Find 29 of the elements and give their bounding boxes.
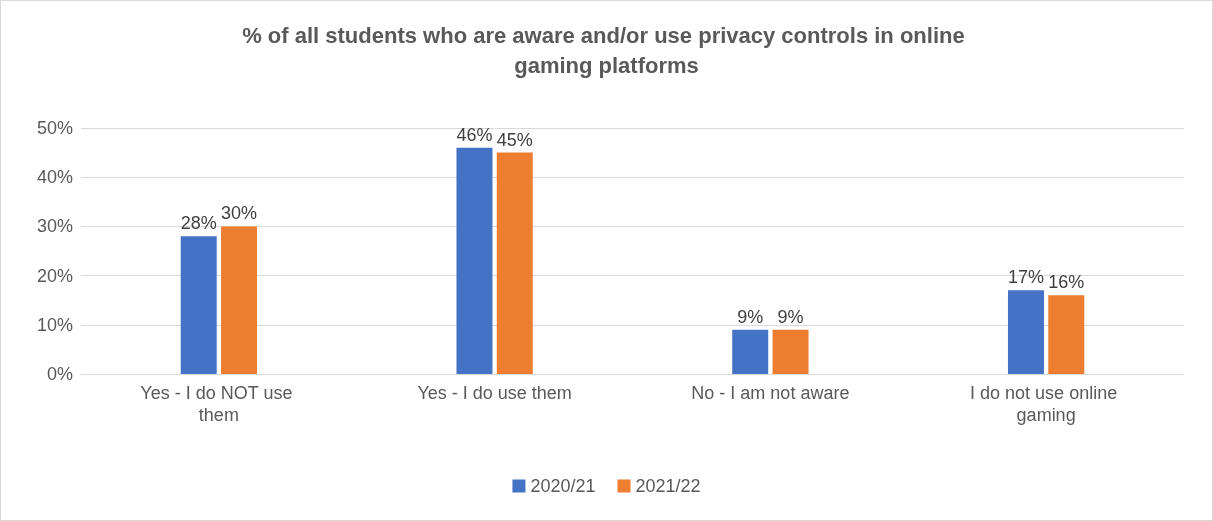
data-label: 17% — [1007, 267, 1044, 288]
y-tick-label: 10% — [36, 314, 73, 335]
legend-label: 2020/21 — [530, 476, 596, 496]
legend-label: 2021/22 — [635, 476, 701, 496]
x-tick-label: Yes - I do NOT use them — [140, 383, 298, 425]
y-tick-label: 40% — [36, 167, 73, 188]
bar — [221, 226, 258, 374]
data-label: 9% — [777, 306, 804, 327]
bar — [772, 329, 809, 374]
bar — [1007, 290, 1044, 374]
y-tick-label: 50% — [36, 118, 73, 138]
bar — [456, 147, 493, 374]
y-tick-label: 0% — [46, 364, 73, 384]
bar — [1048, 295, 1085, 374]
bar — [180, 236, 217, 374]
data-label: 9% — [737, 306, 764, 327]
y-tick-label: 20% — [36, 265, 73, 286]
y-tick-label: 30% — [36, 216, 73, 237]
data-label: 16% — [1048, 272, 1085, 293]
data-label: 30% — [221, 203, 258, 224]
x-tick-label: Yes - I do use them — [417, 383, 572, 403]
data-label: 45% — [496, 129, 533, 150]
x-tick-label: I do not use online gaming — [970, 383, 1123, 425]
bar — [496, 152, 533, 374]
bar — [732, 329, 769, 374]
chart-title: % of all students who are aware and/or use privacy controls in online gaming platforms — [242, 22, 971, 78]
data-label: 28% — [180, 213, 217, 234]
x-tick-label: No - I am not aware — [691, 383, 850, 403]
data-label: 46% — [456, 124, 493, 145]
